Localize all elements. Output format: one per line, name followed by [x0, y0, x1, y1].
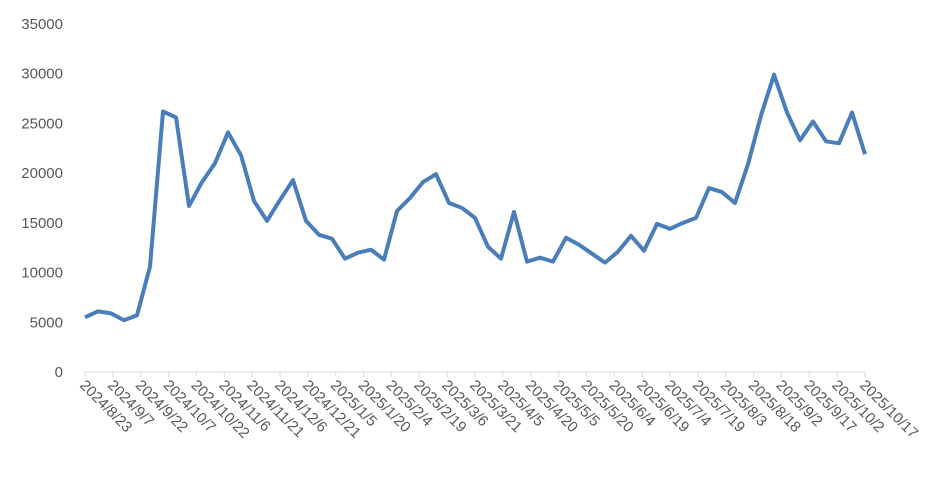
y-tick-label: 0 [55, 364, 63, 381]
y-tick-label: 20000 [21, 165, 63, 182]
line [84, 72, 867, 323]
y-tick-label: 25000 [21, 115, 63, 132]
y-tick-label: 5000 [30, 314, 63, 331]
y-tick-label: 10000 [21, 265, 63, 282]
y-tick-label: 35000 [21, 16, 63, 33]
y-tick-label: 15000 [21, 215, 63, 232]
y-tick-label: 30000 [21, 66, 63, 83]
